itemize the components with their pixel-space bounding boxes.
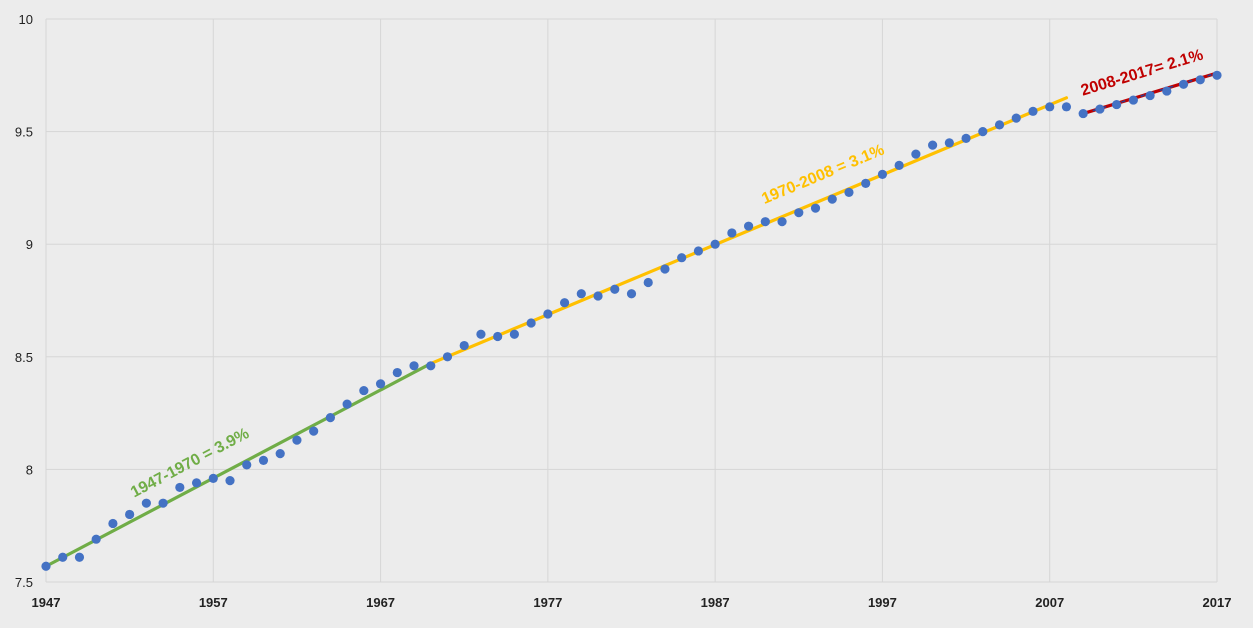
data-point: [794, 208, 804, 218]
data-point: [292, 435, 302, 445]
x-tick-label: 1997: [868, 595, 897, 610]
data-point: [275, 449, 285, 459]
data-point: [359, 385, 369, 396]
data-point: [911, 149, 921, 159]
data-point: [141, 498, 151, 508]
data-point: [493, 331, 503, 342]
data-point: [325, 413, 335, 423]
trendline: [44, 361, 433, 568]
data-point: [626, 289, 637, 299]
x-axis-ticks: 1947 1957 1967 1977 1987 1997 2007 2017: [32, 595, 1232, 610]
y-tick-label: 8: [26, 462, 33, 477]
data-point: [777, 217, 787, 227]
data-point: [158, 498, 168, 508]
data-point: [409, 361, 419, 371]
data-point: [559, 298, 570, 308]
data-point: [593, 291, 603, 301]
data-point: [894, 160, 904, 170]
data-point: [810, 203, 821, 213]
data-point: [844, 187, 854, 198]
y-tick-label: 7.5: [15, 575, 33, 590]
data-point: [1011, 113, 1021, 123]
data-point: [610, 284, 620, 294]
data-point: [1045, 102, 1055, 112]
y-tick-label: 8.5: [15, 350, 33, 365]
data-point: [727, 228, 737, 238]
data-point: [1128, 95, 1138, 105]
data-point: [961, 133, 971, 143]
x-tick-label: 1957: [199, 595, 228, 610]
data-point: [309, 426, 319, 436]
data-point: [1078, 108, 1088, 119]
y-tick-label: 10: [19, 12, 33, 27]
y-tick-label: 9.5: [15, 125, 33, 140]
data-point: [693, 246, 704, 256]
data-point: [660, 264, 670, 274]
data-point: [1095, 104, 1105, 114]
data-point: [543, 309, 553, 319]
data-points: [41, 70, 1222, 571]
data-point: [476, 329, 486, 339]
data-point: [342, 399, 352, 409]
trendline-dash: [1082, 72, 1218, 115]
data-point: [861, 178, 871, 188]
data-point: [1145, 90, 1155, 101]
data-point: [576, 289, 586, 299]
data-point: [994, 120, 1005, 130]
data-point: [928, 140, 938, 150]
grid: [45, 18, 1218, 583]
data-point: [125, 509, 135, 520]
data-point: [191, 478, 202, 488]
data-point: [710, 239, 720, 249]
data-point: [1195, 75, 1205, 85]
data-point: [1178, 79, 1189, 89]
data-point: [744, 221, 754, 231]
data-point: [677, 253, 687, 263]
data-point: [208, 473, 218, 484]
data-point: [58, 552, 68, 562]
x-tick-label: 1977: [533, 595, 562, 610]
data-point: [108, 518, 118, 529]
data-point: [509, 329, 519, 339]
y-tick-label: 9: [26, 237, 33, 252]
data-point: [91, 534, 101, 544]
data-point: [1028, 106, 1038, 116]
x-tick-label: 1987: [701, 595, 730, 610]
x-tick-label: 2017: [1203, 595, 1232, 610]
x-tick-label: 1967: [366, 595, 395, 610]
data-point: [1112, 99, 1122, 110]
data-point: [74, 552, 85, 562]
data-point: [1212, 70, 1222, 80]
data-point: [643, 277, 653, 288]
data-point: [760, 217, 770, 227]
data-point: [877, 169, 888, 179]
data-point: [1162, 86, 1172, 96]
data-point: [426, 361, 436, 371]
data-point: [392, 367, 402, 378]
x-tick-label: 1947: [32, 595, 61, 610]
data-point: [375, 379, 386, 389]
y-axis-ticks: 7.5 8 8.5 9 9.5 10: [15, 12, 33, 590]
data-point: [175, 482, 185, 493]
data-point: [442, 352, 453, 362]
data-point: [459, 340, 469, 351]
data-point: [827, 194, 837, 204]
data-point: [1061, 102, 1072, 112]
data-point: [526, 318, 536, 328]
data-point: [258, 455, 269, 465]
data-point: [944, 138, 954, 148]
data-point: [225, 476, 235, 486]
data-point: [978, 127, 988, 137]
x-tick-label: 2007: [1035, 595, 1064, 610]
data-point: [242, 460, 252, 470]
data-point: [41, 561, 51, 571]
